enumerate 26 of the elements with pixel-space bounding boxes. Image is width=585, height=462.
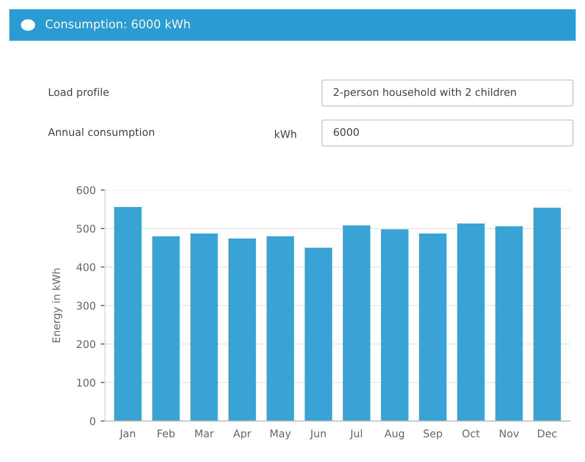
x-tick-label: Mar — [195, 430, 214, 438]
x-tick-label: Oct — [462, 430, 480, 438]
y-tick-label: 600 — [76, 186, 96, 194]
x-tick-label: Aug — [384, 430, 404, 440]
x-tick-label: Jun — [310, 430, 326, 440]
y-tick-label: 400 — [76, 263, 96, 272]
x-tick-label: Nov — [500, 430, 519, 438]
x-tick-label: Jul — [350, 429, 362, 440]
x-tick-label: Feb — [158, 429, 175, 438]
y-tick-label: 500 — [76, 224, 96, 233]
chart-title: Consumption: 6000 kWh — [46, 19, 190, 31]
y-tick-label: 300 — [76, 302, 96, 310]
y-axis-title: Energy in kWh — [52, 268, 62, 342]
y-tick-label: 200 — [76, 340, 96, 348]
y-tick-label: 0 — [90, 417, 96, 426]
x-tick-label: Apr — [233, 430, 252, 440]
x-tick-label: Jan — [119, 430, 136, 440]
x-tick-label: Dec — [538, 430, 557, 438]
text: 6000 — [334, 128, 359, 136]
x-tick-label: May — [270, 430, 291, 440]
text: Annual consumption — [48, 128, 154, 138]
text: kWh — [275, 130, 296, 138]
text: Load profile — [49, 88, 109, 98]
text: 2-person household with 2 children — [334, 88, 516, 98]
y-tick-label: 100 — [77, 378, 96, 387]
x-tick-label: Sep — [424, 430, 442, 440]
